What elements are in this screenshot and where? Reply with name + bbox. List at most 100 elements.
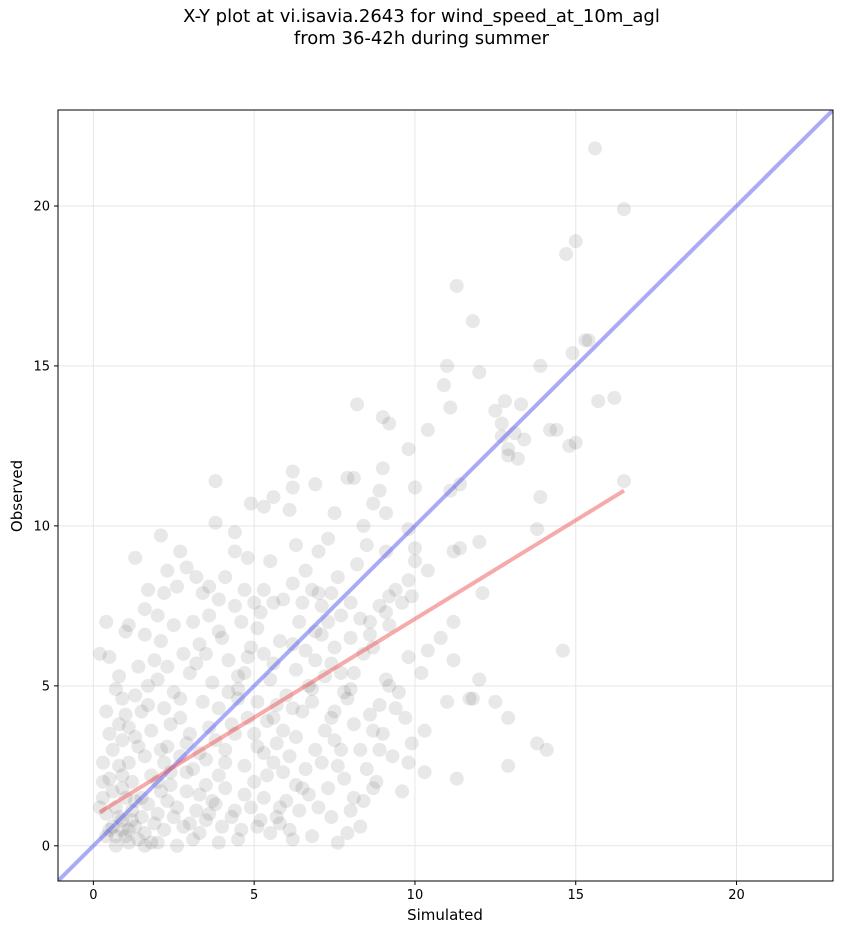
data-point — [182, 726, 197, 741]
data-point — [202, 608, 217, 623]
data-point — [124, 813, 139, 828]
data-point — [588, 141, 603, 156]
data-point — [375, 410, 390, 425]
data-point — [189, 656, 204, 671]
data-point — [121, 835, 136, 850]
data-point — [231, 682, 246, 697]
y-tick-label: 15 — [33, 359, 50, 374]
y-tick-label: 20 — [33, 199, 50, 214]
data-point — [379, 605, 394, 620]
data-point — [272, 800, 287, 815]
y-tick-label: 10 — [33, 519, 50, 534]
data-point — [420, 422, 435, 437]
y-axis-label: Observed — [8, 460, 26, 532]
data-point — [153, 742, 168, 757]
data-point — [240, 650, 255, 665]
data-point — [337, 771, 352, 786]
data-point — [449, 278, 464, 293]
data-point — [272, 816, 287, 831]
data-point — [311, 800, 326, 815]
data-point — [472, 672, 487, 687]
data-point — [227, 525, 242, 540]
data-point — [308, 477, 323, 492]
x-tick-label: 20 — [728, 888, 745, 903]
data-point — [96, 755, 111, 770]
data-point — [198, 778, 213, 793]
data-point — [237, 582, 252, 597]
data-point — [250, 621, 265, 636]
data-point — [343, 595, 358, 610]
data-point — [285, 832, 300, 847]
data-point — [288, 730, 303, 745]
data-point — [366, 496, 381, 511]
data-point — [375, 726, 390, 741]
data-point — [202, 806, 217, 821]
data-point — [359, 762, 374, 777]
data-point — [141, 582, 156, 597]
data-point — [92, 646, 107, 661]
data-point — [269, 736, 284, 751]
data-point — [559, 246, 574, 261]
data-point — [340, 826, 355, 841]
y-tick-label: 0 — [42, 839, 50, 854]
data-point — [288, 662, 303, 677]
data-point — [279, 794, 294, 809]
data-point — [385, 749, 400, 764]
data-point — [128, 730, 143, 745]
data-point — [147, 653, 162, 668]
data-point — [407, 480, 422, 495]
reference-lines — [58, 110, 833, 881]
data-point — [256, 790, 271, 805]
data-point — [102, 726, 117, 741]
data-point — [150, 835, 165, 850]
data-point — [346, 666, 361, 681]
data-point — [353, 611, 368, 626]
data-point — [314, 627, 329, 642]
data-point — [510, 451, 525, 466]
data-point — [578, 333, 593, 348]
data-point — [253, 813, 268, 828]
data-point — [388, 701, 403, 716]
data-point — [192, 787, 207, 802]
data-point — [147, 816, 162, 831]
data-point — [472, 365, 487, 380]
data-point — [247, 726, 262, 741]
data-point — [465, 314, 480, 329]
data-point — [533, 358, 548, 373]
data-point — [330, 570, 345, 585]
data-point — [356, 518, 371, 533]
data-point — [379, 506, 394, 521]
data-point — [176, 646, 191, 661]
data-points — [92, 141, 631, 853]
data-point — [144, 835, 159, 850]
data-point — [243, 640, 258, 655]
data-point — [288, 778, 303, 793]
data-point — [401, 755, 416, 770]
data-point — [282, 502, 297, 517]
data-point — [330, 758, 345, 773]
data-point — [144, 723, 159, 738]
data-point — [449, 771, 464, 786]
data-point — [166, 810, 181, 825]
data-point — [253, 605, 268, 620]
data-point — [211, 701, 226, 716]
data-point — [401, 650, 416, 665]
data-point — [288, 538, 303, 553]
data-point — [192, 637, 207, 652]
data-point — [243, 800, 258, 815]
data-point — [305, 829, 320, 844]
data-point — [282, 749, 297, 764]
data-point — [150, 608, 165, 623]
data-point — [128, 550, 143, 565]
data-point — [150, 672, 165, 687]
data-point — [272, 634, 287, 649]
data-point — [157, 701, 172, 716]
data-point — [163, 778, 178, 793]
data-point — [153, 528, 168, 543]
data-point — [202, 720, 217, 735]
data-point — [173, 710, 188, 725]
data-point — [160, 563, 175, 578]
data-point — [401, 573, 416, 588]
data-point — [317, 723, 332, 738]
x-axis-label: Simulated — [407, 906, 483, 924]
